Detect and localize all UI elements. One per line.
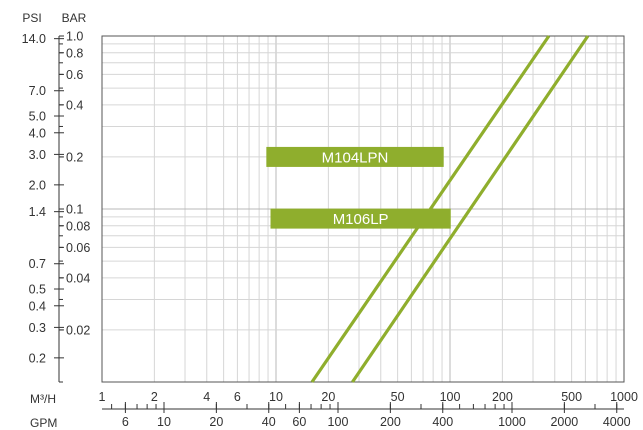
gpm-tick-label: 6 <box>122 415 129 429</box>
bar-tick-label: 0.4 <box>66 98 83 112</box>
psi-tick-label: 14.0 <box>22 32 46 46</box>
psi-tick-label: 1.4 <box>29 205 46 219</box>
series-label-bar-m104lpn <box>266 146 444 167</box>
psi-tick-label: 2.0 <box>29 178 46 192</box>
bar-tick-label: 0.02 <box>66 323 90 337</box>
bar-tick-label: 0.2 <box>66 150 83 164</box>
psi-tick-label: 0.2 <box>29 351 46 365</box>
flow-axes: 1 2 4 6 10 20 50 100 200 500 1000 6 10 20 40 60 100 200 40… <box>99 390 638 429</box>
m3h-tick-label: 2 <box>151 390 158 404</box>
m3h-tick-label: 500 <box>561 390 582 404</box>
gpm-tick-label: 40 <box>262 415 276 429</box>
bar-tick-label: 0.04 <box>66 271 90 285</box>
m3h-unit-label: M³/H <box>30 392 56 406</box>
m3h-tick-label: 10 <box>269 390 283 404</box>
bar-tick-label: 0.08 <box>66 219 90 233</box>
psi-unit-label: PSI <box>22 11 41 25</box>
gpm-tick-label: 100 <box>328 415 349 429</box>
m3h-tick-label: 50 <box>391 390 405 404</box>
m3h-tick-label: 4 <box>203 390 210 404</box>
gpm-tick-label: 1000 <box>498 415 526 429</box>
gpm-tick-label: 4000 <box>603 415 631 429</box>
psi-tick-label: 3.0 <box>29 148 46 162</box>
m3h-tick-label: 100 <box>440 390 461 404</box>
psi-tick-label: 4.0 <box>29 126 46 140</box>
m3h-tick-label: 20 <box>321 390 335 404</box>
psi-tick-label: 0.7 <box>29 257 46 271</box>
m3h-tick-label: 1000 <box>610 390 638 404</box>
psi-tick-label: 7.0 <box>29 84 46 98</box>
psi-tick-label: 0.3 <box>29 321 46 335</box>
bar-tick-label: 0.6 <box>66 68 83 82</box>
bar-tick-label: 0.8 <box>66 46 83 60</box>
series-line-m106lp <box>351 35 590 383</box>
gpm-unit-label: GPM <box>30 416 57 430</box>
bar-unit-label: BAR <box>62 11 87 25</box>
gpm-tick-label: 20 <box>209 415 223 429</box>
bar-tick-label: 1.0 <box>66 30 83 44</box>
psi-tick-label: 0.4 <box>29 299 46 313</box>
bar-tick-label: 0.06 <box>66 241 90 255</box>
gpm-tick-label: 200 <box>380 415 401 429</box>
pressure-axes: 14.0 7.0 5.0 4.0 3.0 2.0 1.4 0.7 0.5 0.4 0.3 0.2 1.0… <box>22 30 90 383</box>
gpm-tick-label: 60 <box>292 415 306 429</box>
series-label-m104lpn: M104LPN <box>322 149 389 166</box>
gpm-tick-label: 2000 <box>550 415 578 429</box>
plot-frame <box>101 35 625 383</box>
gpm-tick-label: 10 <box>157 415 171 429</box>
m3h-tick-label: 1 <box>99 390 106 404</box>
bar-tick-label: 0.1 <box>66 203 83 217</box>
m3h-tick-label: 6 <box>234 390 241 404</box>
series-label-bar-m106lp <box>270 208 451 229</box>
gpm-tick-label: 400 <box>432 415 453 429</box>
series-label-m106lp: M106LP <box>333 211 389 228</box>
psi-tick-label: 5.0 <box>29 110 46 124</box>
psi-tick-label: 0.5 <box>29 283 46 297</box>
m3h-tick-label: 200 <box>492 390 513 404</box>
series-labels: M104LPN M106LP <box>266 146 451 229</box>
